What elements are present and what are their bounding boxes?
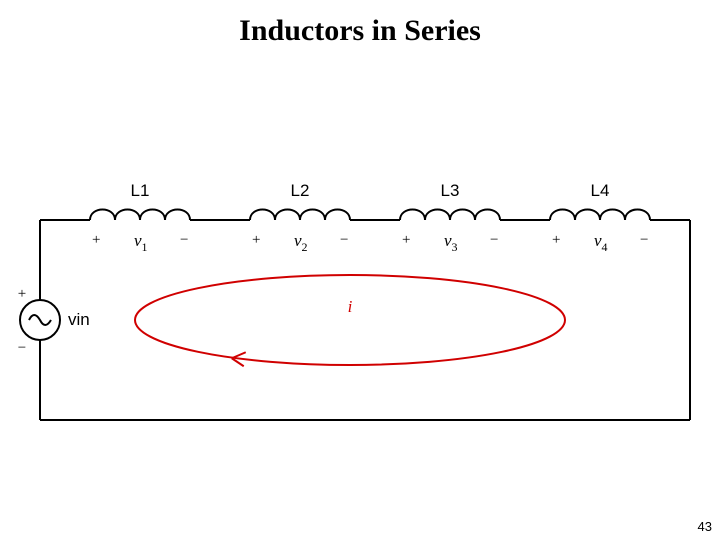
source-label: vin (68, 310, 90, 329)
voltage-label: v1 (134, 231, 148, 254)
voltage-label: v3 (444, 231, 458, 254)
voltage-label: v2 (294, 231, 308, 254)
inductor-label: L1 (131, 181, 150, 200)
inductor (400, 210, 500, 221)
voltage-label: v4 (594, 231, 608, 254)
polarity-plus: + (552, 232, 560, 248)
polarity-plus: + (252, 232, 260, 248)
inductor-label: L2 (291, 181, 310, 200)
circuit-diagram: L1 + − v1 L2 + − v2 L3 + − v3 L4 + − v4 + − vin i (0, 0, 720, 540)
svg-text:−: − (18, 340, 26, 356)
polarity-plus: + (402, 232, 410, 248)
current-loop (135, 275, 565, 365)
inductor (550, 210, 650, 221)
sine-icon (29, 315, 51, 325)
polarity-minus: − (490, 232, 498, 248)
inductor-label: L4 (591, 181, 610, 200)
inductor (90, 210, 190, 221)
current-label: i (348, 297, 353, 316)
polarity-minus: − (340, 232, 348, 248)
svg-text:+: + (18, 286, 26, 302)
polarity-minus: − (640, 232, 648, 248)
polarity-minus: − (180, 232, 188, 248)
inductor (250, 210, 350, 221)
inductor-label: L3 (441, 181, 460, 200)
polarity-plus: + (92, 232, 100, 248)
